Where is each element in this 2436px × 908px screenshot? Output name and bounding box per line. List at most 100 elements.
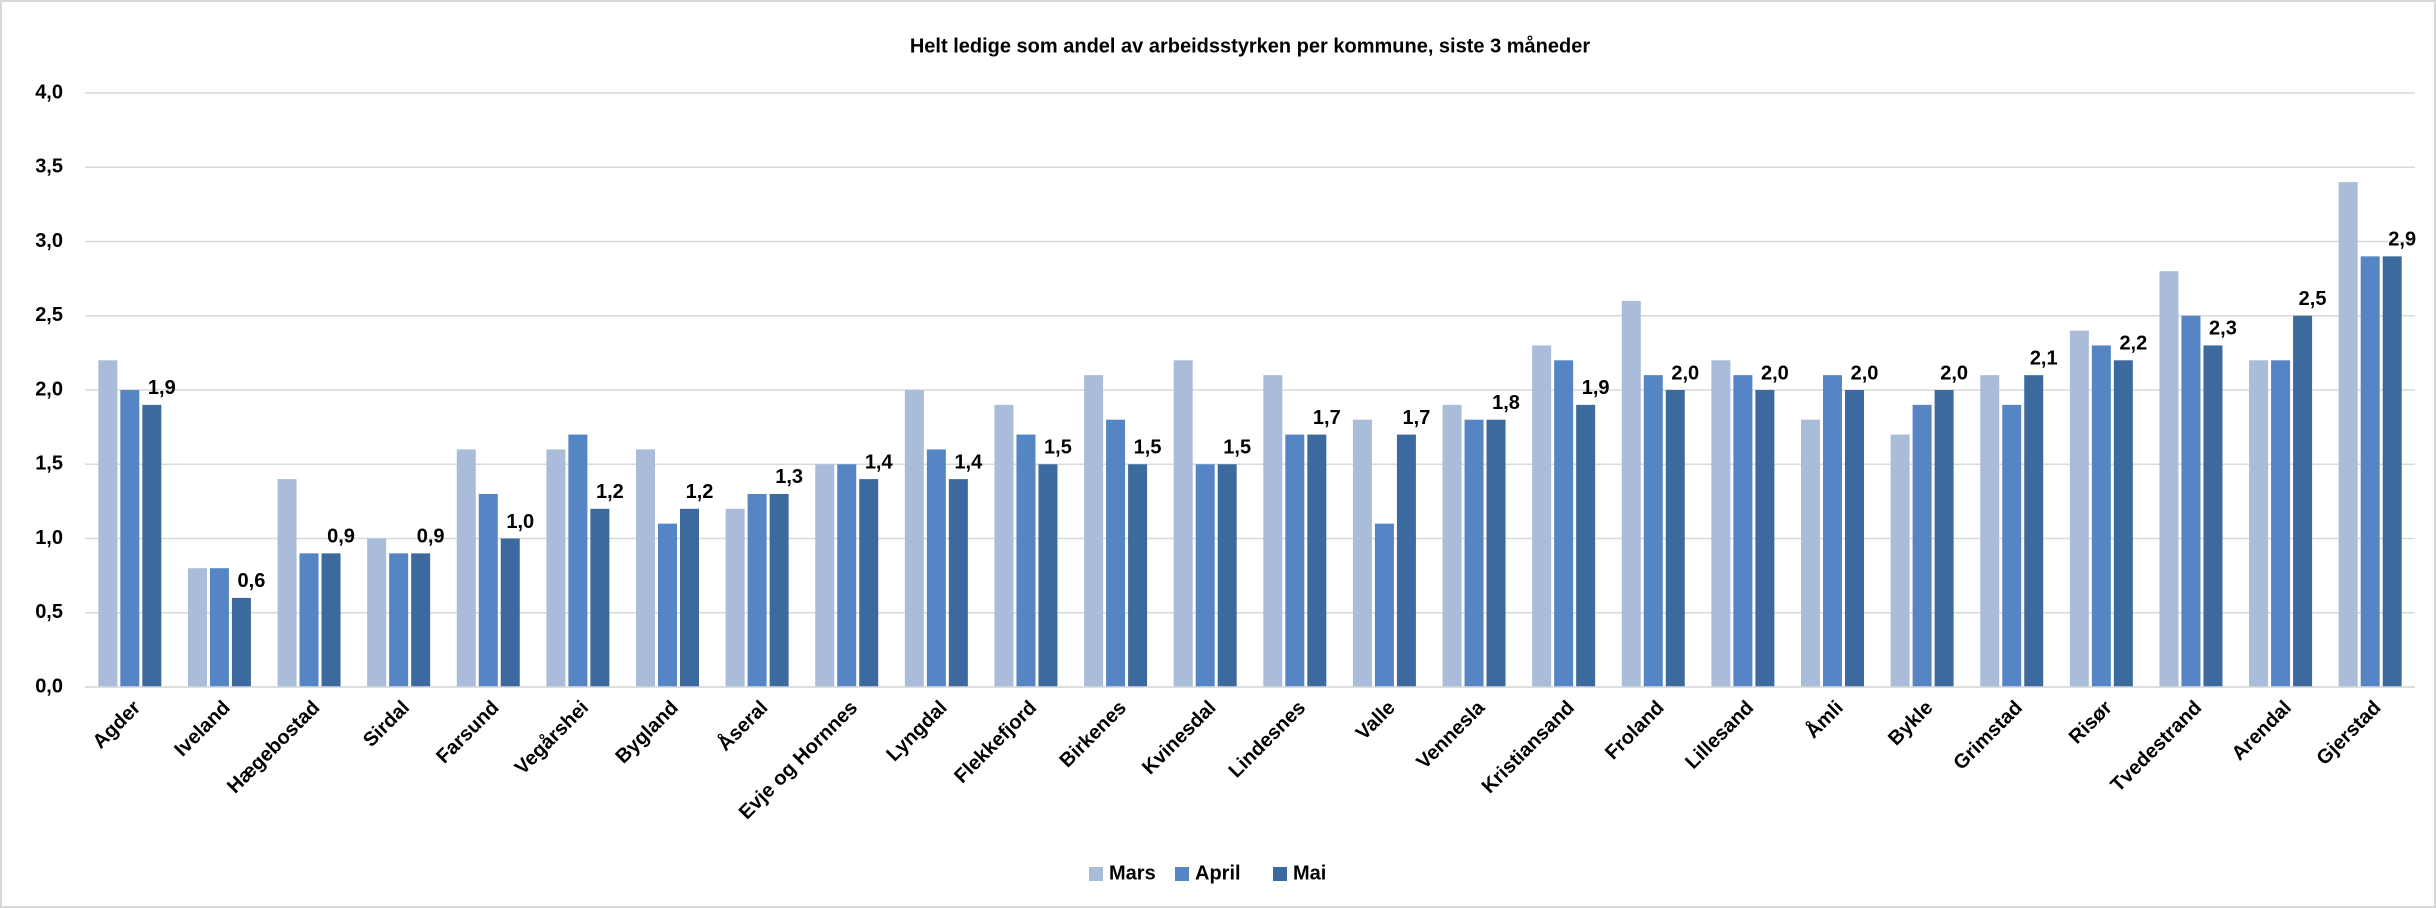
- bar: [1217, 464, 1237, 687]
- data-label: 1,5: [1044, 437, 1072, 459]
- bar: [2360, 256, 2380, 687]
- data-label: 1,2: [686, 481, 714, 503]
- data-label: 0,9: [417, 526, 445, 548]
- y-tick-label: 4,0: [35, 81, 63, 103]
- bar: [1106, 419, 1126, 687]
- bar: [231, 597, 251, 687]
- bar: [837, 464, 857, 687]
- bar: [500, 538, 520, 687]
- bar: [2024, 375, 2044, 687]
- data-label: 1,7: [1313, 407, 1341, 429]
- bar: [680, 508, 699, 687]
- data-label: 2,0: [1671, 362, 1699, 384]
- y-tick-label: 3,5: [35, 156, 63, 178]
- bar: [568, 434, 588, 687]
- bar: [2338, 182, 2358, 687]
- bar: [209, 568, 229, 687]
- bar: [725, 508, 745, 687]
- y-tick-label: 2,0: [35, 378, 63, 400]
- legend-swatch: [1175, 867, 1189, 881]
- data-label: 2,0: [1761, 362, 1789, 384]
- data-label: 2,2: [2119, 333, 2147, 355]
- bar: [636, 449, 655, 687]
- bar: [2382, 256, 2402, 687]
- bar: [2091, 345, 2111, 687]
- bar: [747, 493, 767, 687]
- data-label: 2,5: [2299, 288, 2327, 310]
- y-tick-label: 1,5: [35, 453, 63, 475]
- bar: [1643, 375, 1663, 687]
- bar: [2293, 315, 2313, 687]
- data-label: 0,9: [327, 526, 355, 548]
- bar: [277, 479, 297, 687]
- bar: [2159, 271, 2179, 687]
- data-label: 1,9: [148, 377, 176, 399]
- bar: [2249, 360, 2269, 687]
- y-tick-label: 0,5: [35, 601, 63, 623]
- bar: [1532, 345, 1552, 687]
- data-label: 2,0: [1940, 362, 1968, 384]
- bar: [1733, 375, 1753, 687]
- bar: [1352, 419, 1372, 687]
- data-label: 1,2: [596, 481, 624, 503]
- data-label: 1,0: [506, 511, 534, 533]
- bar: [1980, 375, 2000, 687]
- bar: [1486, 419, 1506, 687]
- bar: [1554, 360, 1574, 687]
- bar: [926, 449, 946, 687]
- bar: [1084, 375, 1104, 687]
- bar: [456, 449, 476, 687]
- data-label: 1,8: [1492, 392, 1520, 414]
- bar: [1755, 390, 1775, 687]
- bar: [367, 538, 387, 687]
- y-tick-label: 0,0: [35, 675, 63, 697]
- bar: [1934, 390, 1954, 687]
- bar: [1307, 434, 1327, 687]
- bar: [994, 404, 1014, 687]
- bar: [142, 404, 162, 687]
- bar: [769, 493, 789, 687]
- bar: [904, 390, 924, 687]
- data-label: 2,9: [2388, 229, 2416, 251]
- data-label: 1,4: [954, 451, 983, 473]
- bar: [948, 479, 968, 687]
- data-label: 2,3: [2209, 318, 2237, 340]
- bar: [2069, 330, 2089, 687]
- chart-title: Helt ledige som andel av arbeidsstyrken …: [910, 34, 1590, 57]
- bar: [1576, 404, 1596, 687]
- bar: [2271, 360, 2291, 687]
- bar: [658, 523, 677, 687]
- bar: [1464, 419, 1484, 687]
- data-label: 1,5: [1223, 437, 1251, 459]
- bar: [98, 360, 118, 687]
- data-label: 1,4: [865, 451, 894, 473]
- bar: [859, 479, 879, 687]
- data-label: 2,0: [1851, 362, 1879, 384]
- bar: [1845, 390, 1864, 687]
- bar: [478, 493, 498, 687]
- bar: [546, 449, 566, 687]
- bar: [299, 553, 319, 687]
- data-label: 1,7: [1403, 407, 1431, 429]
- bar: [1711, 360, 1731, 687]
- data-label: 0,6: [238, 570, 266, 592]
- bar: [2002, 404, 2022, 687]
- bar: [590, 508, 610, 687]
- bar: [1016, 434, 1036, 687]
- legend-label: April: [1195, 862, 1241, 884]
- bar: [1801, 419, 1820, 687]
- y-tick-label: 3,0: [35, 230, 63, 252]
- bar: [1912, 404, 1932, 687]
- bar: [1823, 375, 1842, 687]
- bar: [2181, 315, 2201, 687]
- bar: [187, 568, 207, 687]
- bar: [1128, 464, 1148, 687]
- bar: [1195, 464, 1215, 687]
- bar: [120, 390, 140, 687]
- data-label: 1,3: [775, 466, 803, 488]
- bar: [1173, 360, 1193, 687]
- data-label: 1,5: [1134, 437, 1162, 459]
- bar: [321, 553, 341, 687]
- bar: [2113, 360, 2133, 687]
